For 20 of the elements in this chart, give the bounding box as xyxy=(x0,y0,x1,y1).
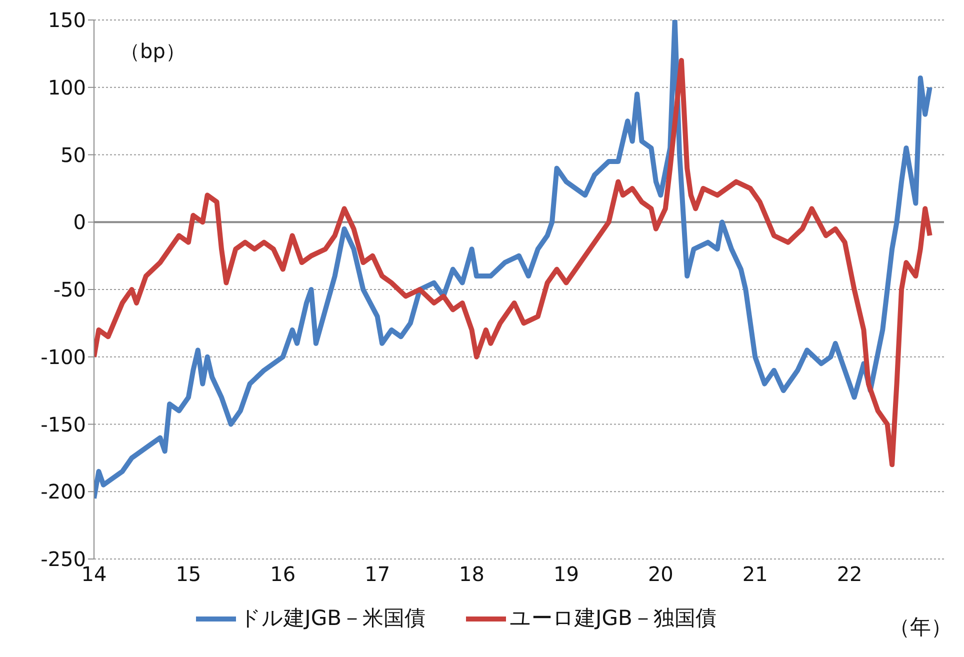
y-tick-label: -100 xyxy=(40,344,86,369)
legend-label: ユーロ建JGB－独国債 xyxy=(510,606,716,630)
x-tick-label: 18 xyxy=(459,562,485,586)
x-tick-label: 21 xyxy=(742,562,768,586)
x-tick-label: 15 xyxy=(176,562,202,586)
x-axis-title: （年） xyxy=(889,614,952,641)
y-tick-label: -50 xyxy=(53,278,86,302)
legend-label: ドル建JGB－米国債 xyxy=(240,606,426,630)
y-tick-label: 100 xyxy=(48,75,86,100)
x-tick-label: 20 xyxy=(648,562,674,586)
y-tick-label: -150 xyxy=(40,412,86,436)
x-tick-label: 22 xyxy=(836,562,862,586)
y-tick-label: 50 xyxy=(60,142,86,167)
x-tick-label: 17 xyxy=(364,562,390,586)
x-tick-label: 16 xyxy=(270,562,296,586)
y-axis-title: （bp） xyxy=(120,38,186,65)
x-tick-label: 19 xyxy=(553,562,579,586)
y-tick-label: 150 xyxy=(48,8,86,32)
y-tick-label: -200 xyxy=(40,480,86,504)
y-tick-label: 0 xyxy=(73,210,86,234)
